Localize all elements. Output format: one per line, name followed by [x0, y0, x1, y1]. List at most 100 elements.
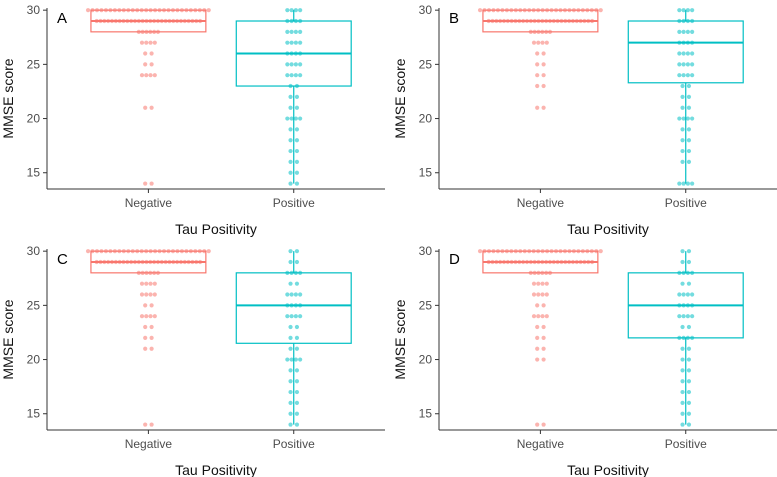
data-point: [126, 8, 131, 13]
x-tick-label-negative: Negative: [125, 437, 173, 451]
data-point: [553, 8, 559, 13]
data-point: [494, 259, 499, 265]
data-point: [157, 249, 162, 254]
data-point: [143, 346, 148, 351]
data-point: [155, 259, 161, 265]
data-point: [690, 314, 695, 319]
data-point: [541, 422, 546, 427]
data-point: [690, 51, 695, 56]
data-point: [686, 324, 692, 330]
data-point: [298, 357, 303, 362]
panel-label: B: [449, 10, 459, 27]
data-point: [685, 18, 690, 24]
data-point: [685, 303, 690, 308]
data-point: [686, 400, 692, 406]
data-point: [117, 8, 122, 13]
y-tick-label: 25: [27, 57, 41, 71]
data-point: [549, 249, 554, 254]
data-point: [536, 292, 541, 297]
data-point: [98, 18, 103, 24]
data-point: [686, 411, 692, 416]
data-point: [294, 379, 300, 384]
data-point: [288, 148, 293, 154]
data-point: [144, 8, 149, 13]
data-point: [298, 51, 303, 56]
data-point: [681, 270, 686, 275]
data-point: [482, 8, 487, 13]
data-point: [558, 249, 563, 254]
data-point: [293, 51, 298, 56]
data-point: [298, 29, 303, 34]
data-point: [690, 40, 695, 45]
data-point: [555, 259, 560, 265]
data-point: [285, 357, 290, 362]
data-point: [576, 249, 581, 254]
data-point: [186, 18, 191, 24]
data-point: [94, 8, 100, 13]
data-point: [108, 8, 113, 13]
data-point: [544, 292, 549, 297]
data-point: [535, 83, 540, 89]
data-point: [685, 181, 690, 186]
x-tick-label-negative: Negative: [125, 196, 173, 210]
data-point: [288, 138, 293, 143]
y-tick-label: 15: [27, 407, 41, 421]
data-point: [294, 259, 300, 265]
data-point: [680, 379, 685, 384]
data-point: [148, 281, 153, 286]
data-point: [685, 8, 690, 13]
data-point: [500, 8, 505, 13]
data-point: [285, 62, 290, 67]
data-point: [288, 159, 293, 165]
data-point: [531, 8, 536, 13]
data-point: [681, 18, 686, 24]
data-point: [486, 8, 492, 13]
data-point: [680, 324, 685, 330]
data-point: [528, 29, 533, 34]
data-point: [289, 62, 294, 67]
data-point: [140, 18, 145, 24]
data-point: [598, 249, 603, 254]
data-point: [541, 73, 546, 78]
data-point: [136, 270, 141, 275]
data-point: [188, 249, 193, 254]
data-point: [289, 292, 294, 297]
data-point: [285, 29, 290, 34]
data-point: [293, 18, 298, 24]
data-point: [153, 249, 158, 254]
data-point: [686, 83, 692, 89]
data-point: [294, 159, 300, 165]
data-point: [288, 127, 293, 132]
data-point: [139, 281, 145, 286]
data-point: [517, 18, 522, 24]
data-point: [288, 259, 293, 265]
data-point: [686, 389, 692, 395]
data-point: [166, 8, 171, 13]
data-point: [293, 116, 298, 121]
data-point: [144, 292, 149, 297]
data-point: [681, 303, 686, 308]
data-point: [509, 8, 514, 13]
data-point: [143, 335, 148, 340]
data-point: [681, 62, 686, 67]
data-point: [179, 8, 185, 13]
data-point: [198, 18, 203, 24]
data-point: [677, 62, 682, 67]
data-point: [536, 259, 541, 265]
y-tick-label: 20: [27, 353, 41, 367]
data-point: [536, 29, 541, 34]
data-point: [167, 18, 172, 24]
data-point: [121, 18, 126, 24]
data-point: [544, 40, 549, 45]
data-point: [149, 422, 154, 427]
data-point: [161, 249, 167, 254]
data-point: [288, 346, 293, 351]
data-point: [549, 8, 554, 13]
data-point: [547, 29, 553, 34]
data-point: [148, 292, 153, 297]
data-point: [531, 249, 536, 254]
data-point: [293, 292, 298, 297]
data-point: [90, 8, 95, 13]
data-point: [571, 249, 577, 254]
data-point: [288, 105, 293, 110]
